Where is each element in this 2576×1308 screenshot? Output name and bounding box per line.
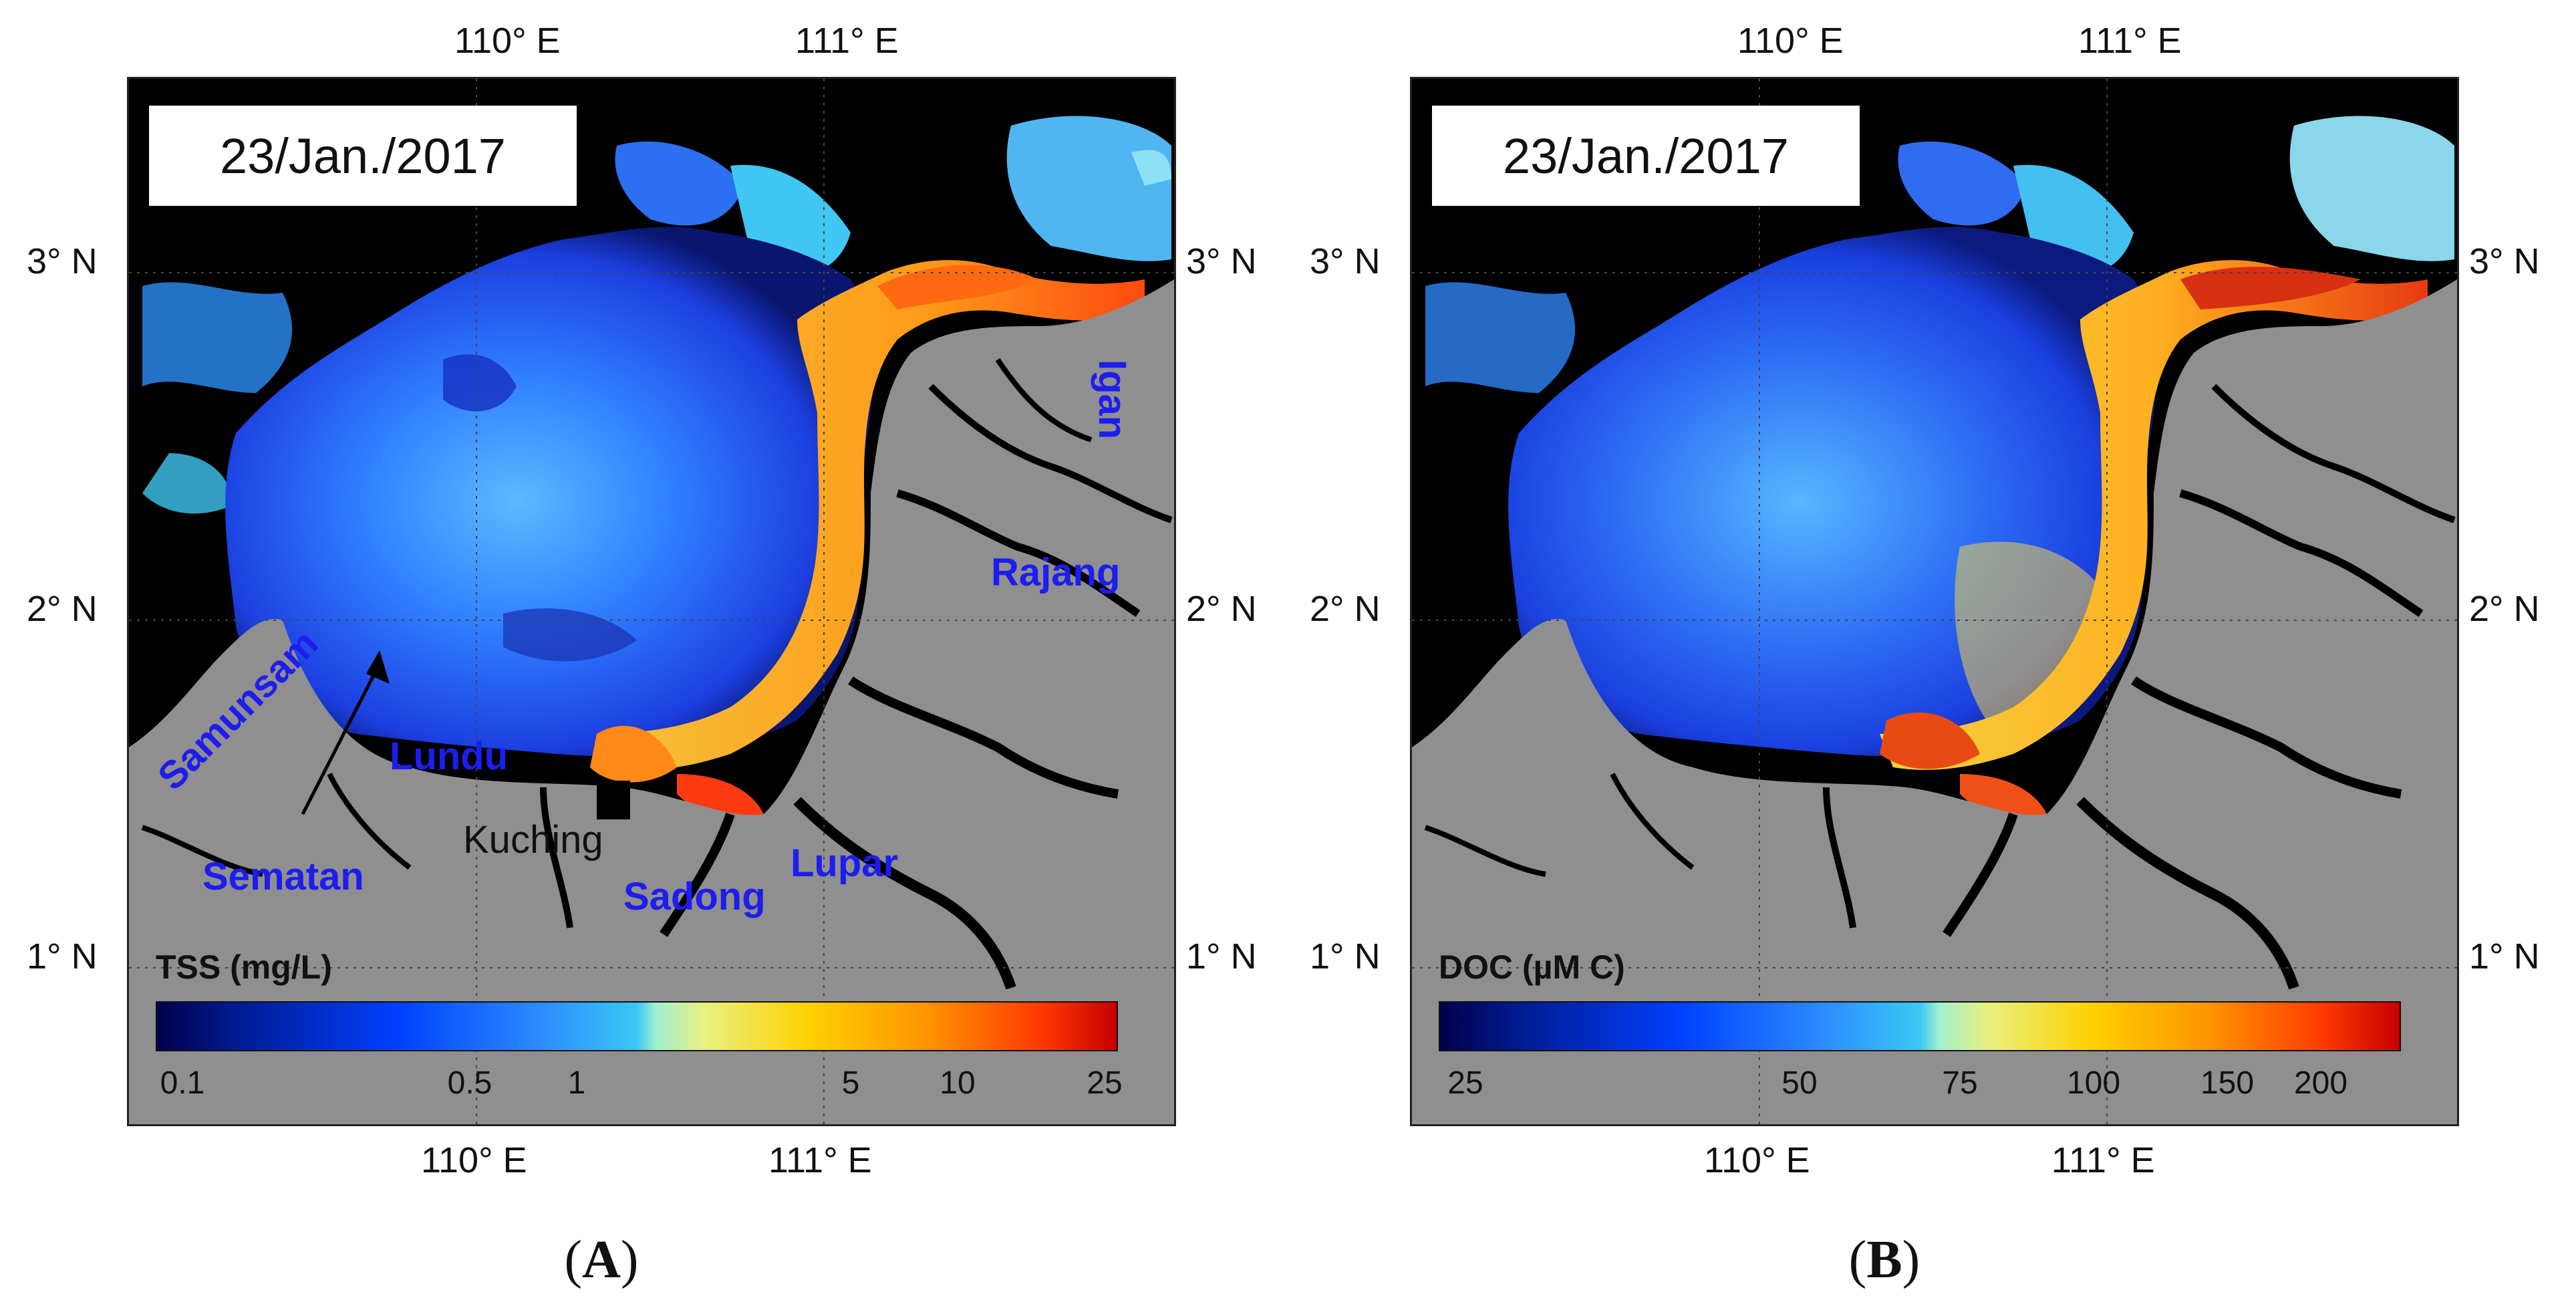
colorbar-ramp [156, 1001, 1118, 1051]
panel-label-b: (B) [1848, 1230, 1920, 1289]
colorbar-tick: 1 [567, 1065, 586, 1101]
colorbar-tick: 75 [1942, 1065, 1978, 1101]
lon-tick-top-111: 111° E [795, 21, 899, 61]
river [660, 812, 735, 937]
land-area [129, 279, 1174, 1124]
plume-fragment [2289, 116, 2454, 261]
plume-fragment [1898, 141, 2027, 226]
colorbar-tick: 0.5 [447, 1065, 492, 1101]
doc-high-patch [1880, 712, 1980, 769]
colorbar-tick: 200 [2293, 1065, 2348, 1101]
tss-map-graphic [129, 79, 1174, 1124]
tss-high-patch [590, 726, 677, 783]
lat-tick-left-1: 1° N [27, 936, 98, 976]
doc-high-patch [2180, 267, 2361, 309]
river [928, 384, 1173, 523]
doc-map: 23/Jan./2017 DOC (µM C) 25 50 75 100 150… [1410, 77, 2459, 1126]
kuching-marker-icon [597, 781, 630, 819]
sematan-arrowhead-icon [366, 650, 390, 684]
place-lundu: Lundu [390, 735, 509, 778]
plume-fragment [1425, 282, 1576, 393]
lon-tick-bottom-111: 111° E [2051, 1140, 2155, 1180]
date-label: 23/Jan./2017 [1432, 106, 1860, 206]
river [540, 787, 573, 928]
place-igan: Igan [1091, 360, 1134, 440]
colorbar-ramp [1439, 1001, 2401, 1051]
place-sematan: Sematan [202, 855, 364, 898]
plume-fragment [142, 282, 293, 393]
colorbar-tick: 10 [940, 1065, 976, 1101]
tss-map: 23/Jan./2017 Samunsam Lundu Sematan Kuch… [127, 77, 1176, 1126]
river [2179, 489, 2424, 617]
lat-tick-right-2: 2° N [1186, 589, 1257, 629]
colorbar-doc: DOC (µM C) 25 50 75 100 150 200 [1425, 948, 2428, 1108]
lon-tick-top-110: 110° E [1737, 21, 1844, 61]
colorbar-title: TSS (mg/L) [156, 948, 332, 986]
graticule [1412, 79, 2457, 1124]
doc-mid-patch [1955, 541, 2100, 721]
lat-tick-right-3: 3° N [2469, 241, 2540, 281]
colorbar-tick: 150 [2200, 1065, 2255, 1101]
tss-coastal-band [597, 260, 1145, 770]
lat-tick-left-1: 1° N [1310, 936, 1381, 976]
plume-patch [443, 354, 517, 412]
colorbar-tick: 25 [1447, 1065, 1483, 1101]
place-lupar: Lupar [791, 841, 899, 885]
river [848, 676, 1119, 799]
river [1424, 825, 1546, 877]
river [2131, 676, 2402, 799]
panel-a: 110° E 111° E 3° N 2° N 1° N 3° N 2° N 1… [0, 0, 1257, 1308]
lat-tick-left-3: 3° N [1310, 241, 1381, 281]
river [141, 825, 263, 877]
panel-letter: B [1866, 1230, 1902, 1289]
date-label: 23/Jan./2017 [149, 106, 577, 206]
river [1943, 812, 2018, 937]
land-area [1412, 279, 2457, 1124]
river [2211, 384, 2456, 523]
river [793, 797, 1016, 990]
colorbar-title: DOC (µM C) [1439, 948, 1625, 986]
plume-patch [503, 608, 637, 662]
river [1823, 787, 1856, 928]
lon-tick-top-110: 110° E [454, 21, 561, 61]
river [1610, 773, 1695, 870]
panel-label-a: (A) [564, 1230, 639, 1289]
plume-fragment [1131, 150, 1171, 186]
sematan-arrow-icon [301, 662, 382, 815]
doc-coastal-band [1880, 260, 2428, 770]
place-kuching: Kuching [463, 818, 603, 862]
colorbar-tick: 100 [2066, 1065, 2121, 1101]
colorbar-tick: 50 [1781, 1065, 1818, 1101]
river [327, 773, 412, 870]
colorbar-tick: 0.1 [160, 1065, 205, 1101]
panel-b: 110° E 111° E 3° N 2° N 1° N 3° N 2° N 1… [1283, 0, 2540, 1308]
lat-tick-right-3: 3° N [1186, 241, 1257, 281]
river [995, 358, 1093, 442]
plume-fragment [142, 453, 231, 514]
lat-tick-right-1: 1° N [1186, 936, 1257, 976]
river [896, 489, 1141, 617]
place-rajang: Rajang [991, 551, 1121, 594]
lat-tick-left-3: 3° N [27, 241, 98, 281]
panel-letter: A [582, 1230, 621, 1289]
colorbar-tss: TSS (mg/L) 0.1 0.5 1 5 10 25 [142, 948, 1145, 1108]
doc-map-graphic [1412, 79, 2457, 1124]
lon-tick-bottom-111: 111° E [768, 1140, 872, 1180]
plume-fragment [615, 141, 744, 226]
lon-tick-bottom-110: 110° E [421, 1140, 527, 1180]
plume-fragment [1006, 116, 1171, 261]
tss-high-patch [877, 265, 1038, 309]
lon-tick-top-111: 111° E [2078, 21, 2182, 61]
lon-tick-bottom-110: 110° E [1704, 1140, 1810, 1180]
lat-tick-left-2: 2° N [1310, 589, 1381, 629]
tss-plume [225, 227, 873, 757]
colorbar-tick: 5 [841, 1065, 860, 1101]
lat-tick-right-1: 1° N [2469, 936, 2540, 976]
graticule [129, 79, 1174, 1124]
lat-tick-right-2: 2° N [2469, 589, 2540, 629]
place-sadong: Sadong [623, 875, 766, 918]
lat-tick-left-2: 2° N [27, 589, 98, 629]
river [2076, 797, 2299, 990]
colorbar-tick: 25 [1087, 1065, 1123, 1101]
